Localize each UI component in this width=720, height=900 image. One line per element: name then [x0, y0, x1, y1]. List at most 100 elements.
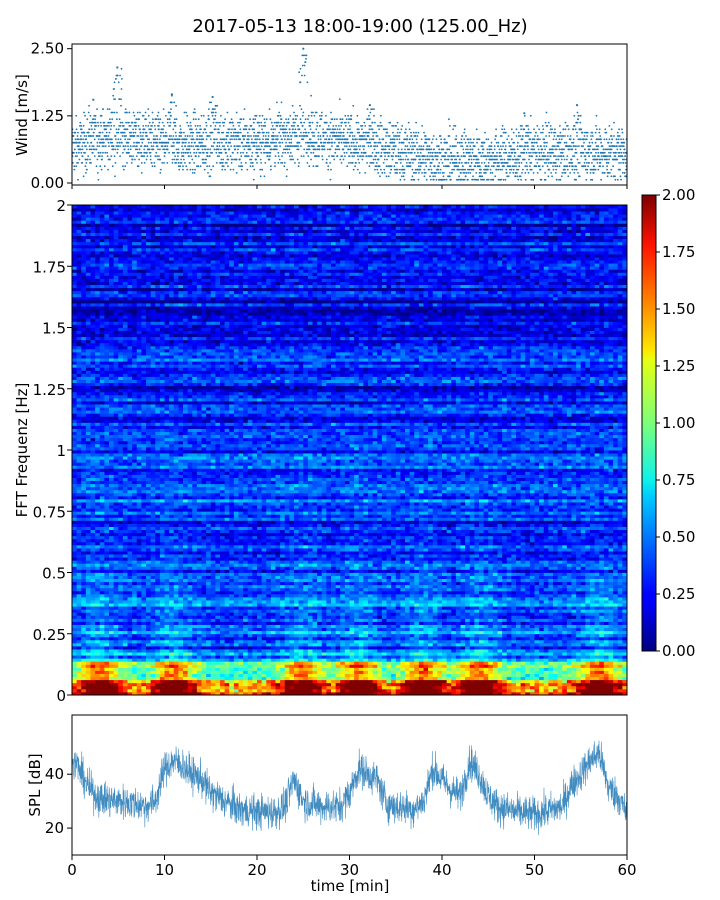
spectrogram-cell [81, 532, 87, 537]
wind-point [550, 131, 553, 134]
wind-point [265, 131, 268, 134]
spectrogram-cell [99, 593, 105, 598]
spectrogram-cell [99, 538, 105, 543]
spectrogram-cell [72, 661, 78, 665]
spectrogram-cell [85, 560, 91, 564]
wind-point [404, 145, 407, 148]
wind-point [554, 131, 557, 134]
spectrogram-cell [90, 208, 96, 212]
spectrogram-cell [95, 382, 101, 387]
spectrogram-cell [99, 670, 105, 674]
wind-point [211, 111, 214, 114]
spectrogram-cell [81, 388, 87, 393]
spectrogram-cell [104, 560, 110, 564]
spectrogram-cell [95, 575, 101, 580]
spectrogram-cell [95, 205, 101, 209]
wind-point [122, 131, 125, 134]
spectrogram-cell [99, 214, 105, 218]
spectrogram-cell [85, 578, 91, 583]
wind-point [90, 162, 92, 164]
wind-point [159, 168, 162, 171]
wind-point [145, 125, 147, 127]
wind-point [234, 131, 237, 134]
wind-point [364, 172, 367, 174]
spectrogram-cell [90, 266, 96, 270]
wind-point [171, 138, 174, 141]
spectrogram-cell [76, 336, 82, 341]
wind-point [205, 125, 208, 127]
wind-point [397, 148, 400, 151]
spectrogram-cell [81, 376, 87, 380]
spectrogram-cell [104, 621, 110, 625]
wind-point [123, 131, 126, 134]
wind-panel: 0.001.252.50 Wind [m/s] [13, 40, 628, 192]
wind-point [548, 135, 551, 137]
wind-point [265, 145, 268, 148]
spectrogram-cell [104, 385, 110, 390]
spectrogram-cell [104, 278, 110, 282]
spectrogram-cell [90, 318, 96, 322]
wind-point [164, 145, 167, 148]
spectrogram-cell [72, 649, 78, 653]
wind-point [131, 158, 134, 161]
wind-point [221, 138, 223, 141]
wind-point [346, 165, 349, 168]
spectrogram-cell [76, 352, 82, 356]
spectrogram-cell [95, 621, 101, 625]
wind-point [230, 131, 233, 134]
wind-point [500, 155, 503, 158]
spectrogram-cell [104, 526, 110, 531]
wind-point [199, 125, 202, 127]
spectrogram-cell [99, 636, 105, 641]
spectrogram-cell [85, 440, 91, 445]
wind-point [196, 131, 198, 134]
spectrogram-cell [95, 636, 101, 641]
wind-point [603, 148, 605, 151]
spectrogram-cell [99, 514, 105, 518]
wind-point [156, 135, 159, 137]
wind-point [399, 178, 402, 181]
wind-point [95, 165, 98, 168]
wind-point [315, 128, 318, 131]
spectrogram-cell [76, 685, 82, 690]
wind-point [125, 128, 127, 131]
wind-point [218, 141, 221, 144]
wind-point [215, 151, 218, 154]
wind-point [423, 131, 425, 134]
wind-point [431, 172, 434, 174]
wind-point [319, 125, 321, 127]
wind-point [270, 148, 273, 151]
spectrogram-cell [95, 238, 101, 243]
wind-point [198, 138, 201, 141]
wind-point [457, 178, 460, 181]
wind-point [499, 168, 502, 171]
spectrogram-cell [90, 584, 96, 589]
wind-point [327, 125, 330, 127]
spectrogram-cell [95, 324, 101, 328]
spectrogram-cell [81, 238, 87, 243]
wind-point [101, 155, 103, 158]
wind-point [164, 151, 167, 154]
wind-point [470, 141, 472, 144]
wind-point [229, 168, 232, 171]
wind-point [161, 121, 164, 124]
wind-point [357, 151, 360, 154]
spectrogram-cell [81, 514, 87, 518]
wind-point [266, 155, 269, 158]
wind-point [264, 151, 266, 154]
wind-point [72, 135, 75, 137]
spectrogram-cell [81, 223, 87, 227]
wind-point [502, 145, 504, 148]
wind-point [463, 172, 466, 174]
wind-point [567, 175, 570, 178]
wind-point [547, 175, 550, 178]
wind-point [221, 131, 223, 134]
wind-point [419, 158, 422, 161]
spectrogram-cell [81, 486, 87, 491]
wind-point [484, 155, 487, 158]
wind-point [343, 128, 345, 131]
wind-point [381, 172, 384, 174]
spectrogram-cell [76, 483, 82, 488]
spectrogram-cell [81, 440, 87, 445]
wind-point [501, 168, 503, 171]
